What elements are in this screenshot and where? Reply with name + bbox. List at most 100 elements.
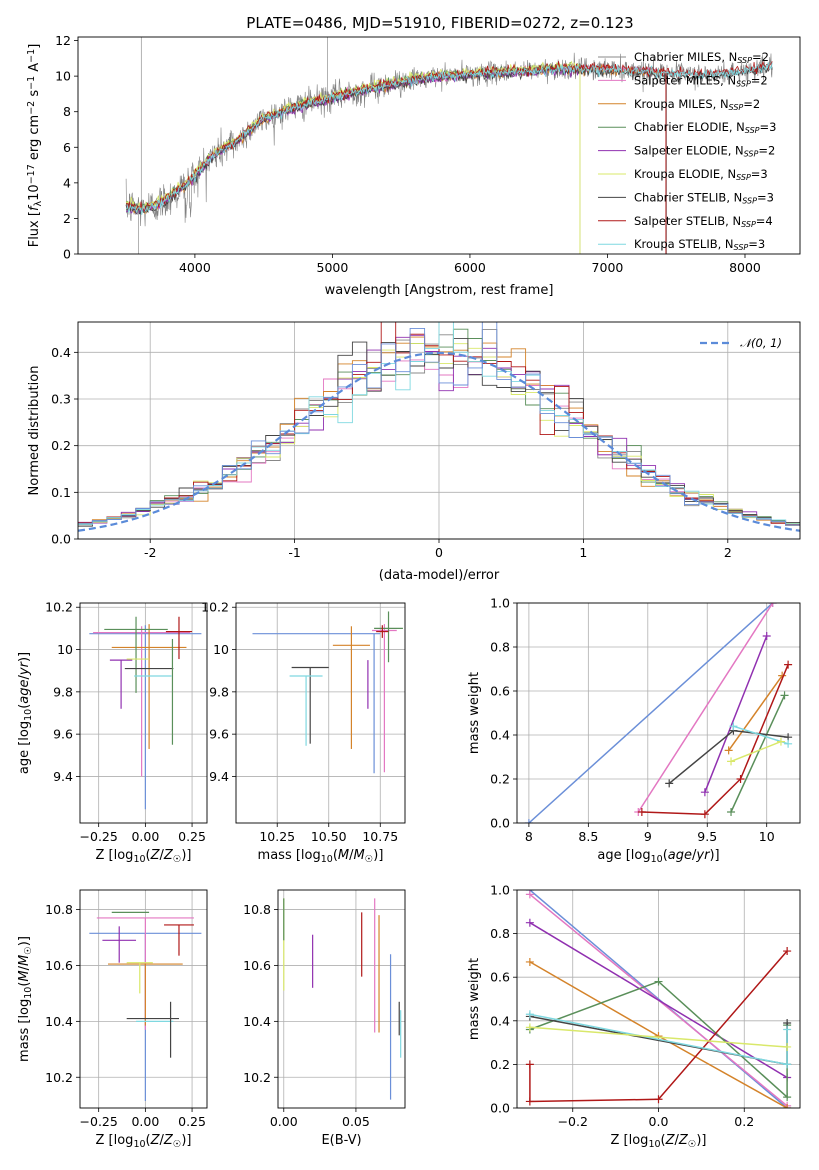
histogram-8 xyxy=(78,322,800,525)
weight-marker xyxy=(727,757,736,766)
weight-marker xyxy=(654,977,663,986)
x-tick-label: −0.25 xyxy=(80,1114,118,1129)
weight-marker xyxy=(700,788,709,797)
weight-line-5 xyxy=(529,950,788,1103)
figure-title: PLATE=0486, MJD=51910, FIBERID=0272, z=0… xyxy=(246,14,633,32)
x-tick-label: 10.25 xyxy=(259,829,295,844)
y-tick-label: 0.8 xyxy=(490,640,510,655)
legend-entry-0: Chabrier MILES, NSSP=2 xyxy=(634,50,769,65)
axes-frame xyxy=(77,36,801,255)
normal-curve xyxy=(78,351,800,532)
x-axis-label: age [log10(age/yr)] xyxy=(597,848,719,865)
weight-marker xyxy=(524,819,533,823)
x-tick-label: 10.75 xyxy=(362,829,398,844)
y-tick-label: 9.4 xyxy=(53,769,73,784)
legend-entry-normal: 𝒩(0, 1) xyxy=(740,336,782,350)
y-tick-label: 10.4 xyxy=(45,1014,73,1029)
weight-marker xyxy=(780,691,789,700)
x-tick-label: 0.2 xyxy=(734,1114,754,1129)
axes-frame xyxy=(77,321,801,540)
y-tick-label: 0.4 xyxy=(490,1013,510,1028)
errorbar-point-4 xyxy=(374,611,403,663)
errorbar-point-9 xyxy=(289,675,323,746)
panel-age_vs_Z: −0.25 0.00 0.25 9.4 9.6 9.8 10 10.2 Z [log10(Z/Z… xyxy=(17,600,208,865)
x-tick-label: 10 xyxy=(759,829,775,844)
weight-line-2 xyxy=(704,635,768,793)
x-tick-label: -1 xyxy=(288,545,300,560)
y-tick-label: 0.1 xyxy=(51,485,71,500)
weight-marker xyxy=(700,810,709,819)
weight-line-0 xyxy=(528,603,774,823)
plot-area-age_vs_mass xyxy=(252,611,403,774)
errorbar-point-2 xyxy=(111,624,187,749)
y-axis-label: Normed distribution xyxy=(27,366,42,496)
errorbar-point-0 xyxy=(89,625,202,810)
x-tick-label: 0.00 xyxy=(131,1114,159,1129)
x-tick-label: 9.5 xyxy=(697,829,717,844)
legend-entry-1: Salpeter MILES, NSSP=2 xyxy=(634,73,768,88)
panel-residuals: -2 -1 0 1 2 0.0 0.1 0.2 0.3 0.4 (data-model)/error… xyxy=(27,321,801,583)
plot-area-spectrum xyxy=(125,37,773,254)
y-axis-label: Flux [fλ10−17 erg cm−2 s−1 A−1] xyxy=(26,44,44,248)
x-tick-label: 0.25 xyxy=(178,829,206,844)
y-tick-label: 10.4 xyxy=(243,1014,271,1029)
histogram-7 xyxy=(78,322,800,525)
x-tick-label: 9 xyxy=(644,829,652,844)
y-tick-label: 9.6 xyxy=(209,727,229,742)
panel-weight_vs_Z: −0.2 0.0 0.2 0.0 0.2 0.4 0.6 0.8 1.0 Z [log10(Z/Z… xyxy=(467,883,801,1150)
y-tick-label: 0.6 xyxy=(490,970,510,985)
axes-frame xyxy=(235,602,406,824)
x-tick-label: 6000 xyxy=(454,260,486,275)
errorbar-point-5 xyxy=(126,962,153,994)
x-tick-label: 7000 xyxy=(592,260,624,275)
y-tick-label: 9.4 xyxy=(209,769,229,784)
y-tick-label: 0.8 xyxy=(490,926,510,941)
weight-line-5 xyxy=(641,664,789,815)
y-tick-label: 0.2 xyxy=(490,772,510,787)
y-tick-label: 12 xyxy=(55,33,71,48)
y-tick-label: 9.6 xyxy=(53,727,73,742)
weight-marker xyxy=(736,775,745,783)
spectrum-legend: Chabrier MILES, NSSP=2 Salpeter MILES, NS… xyxy=(598,50,776,252)
weight-marker xyxy=(665,779,674,788)
weight-marker xyxy=(729,722,738,731)
y-tick-label: 4 xyxy=(63,175,71,190)
legend-entry-8: Kroupa STELIB, NSSP=3 xyxy=(634,237,765,252)
x-tick-label: 4000 xyxy=(179,260,211,275)
histogram-6 xyxy=(78,338,800,527)
x-tick-label: 0.0 xyxy=(649,1114,669,1129)
errorbar-point-8 xyxy=(376,625,389,638)
weight-marker xyxy=(525,918,534,927)
plot-area-age_vs_Z xyxy=(89,616,202,810)
y-tick-label: 0.3 xyxy=(51,392,71,407)
weight-marker xyxy=(525,957,534,966)
y-tick-label: 1.0 xyxy=(490,596,510,611)
weight-line-0 xyxy=(529,890,788,1108)
y-tick-label: 10.2 xyxy=(243,1070,271,1085)
y-tick-label: 10 xyxy=(213,642,229,657)
x-axis-label: (data-model)/error xyxy=(379,568,500,583)
weight-line-7 xyxy=(733,725,789,745)
x-axis-label: E(B-V) xyxy=(321,1133,361,1148)
y-tick-label: 0.4 xyxy=(490,728,510,743)
y-tick-label: 0.6 xyxy=(490,684,510,699)
x-tick-label: 8000 xyxy=(729,260,761,275)
axes-frame xyxy=(516,602,801,824)
x-tick-label: −0.25 xyxy=(80,829,118,844)
model-line-8 xyxy=(125,61,773,215)
y-tick-label: 10 xyxy=(57,642,73,657)
y-axis-label: mass weight xyxy=(467,958,482,1040)
legend-entry-2: Kroupa MILES, NSSP=2 xyxy=(634,97,760,112)
legend-entry-7: Salpeter STELIB, NSSP=4 xyxy=(634,214,773,229)
errorbar-point-3 xyxy=(332,626,370,749)
weight-marker xyxy=(525,1060,534,1069)
y-tick-label: 8 xyxy=(63,104,71,119)
x-axis-label: wavelength [Angstrom, rest frame] xyxy=(325,283,554,298)
x-tick-label: 0 xyxy=(435,545,443,560)
plot-area-mass_vs_ebv xyxy=(283,898,402,1100)
x-axis-label: Z [log10(Z/Z☉)] xyxy=(96,1133,192,1150)
errorbar-point-3 xyxy=(104,616,168,693)
x-axis-label: Z [log10(Z/Z☉)] xyxy=(611,1133,707,1150)
legend-entry-3: Chabrier ELODIE, NSSP=3 xyxy=(634,120,776,135)
y-tick-label: 10.2 xyxy=(45,600,73,615)
